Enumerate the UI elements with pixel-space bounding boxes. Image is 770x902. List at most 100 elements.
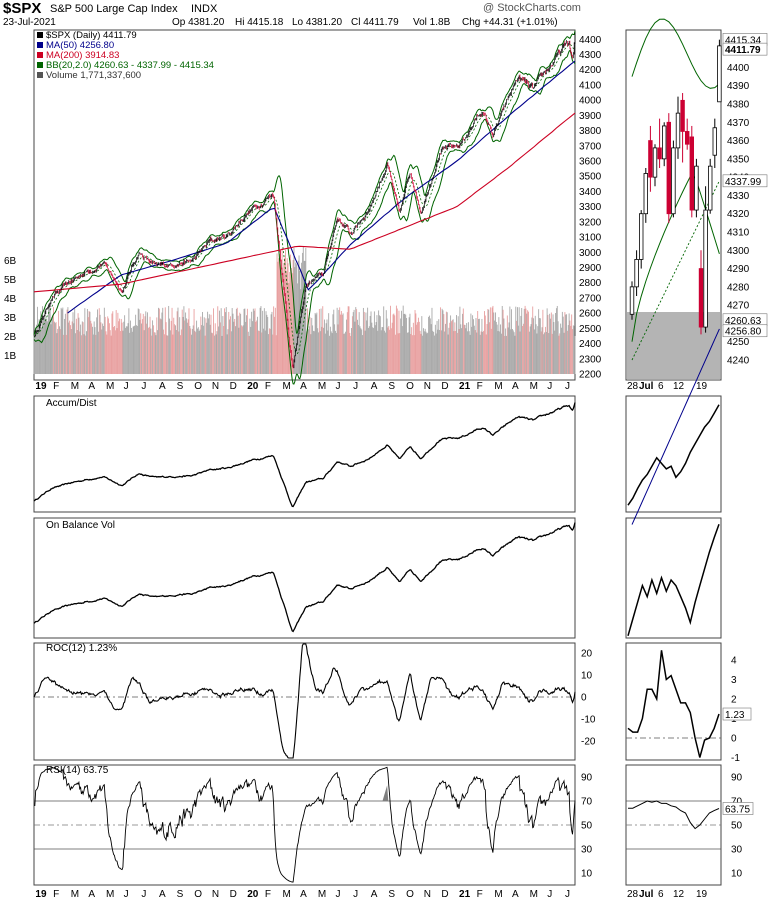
volume-tick-label: 4B [4,294,17,305]
inset-price-tick: 4270 [727,301,750,312]
volume-bar [211,332,213,374]
month-label-top: J [353,381,358,392]
volume-bar [544,326,546,374]
volume-bar [120,318,122,374]
volume-bar [113,327,115,374]
volume-bar [47,306,49,374]
volume-bar [484,315,486,374]
volume-bar [544,332,546,374]
legend-price-swatch [37,32,43,38]
volume-bar [522,326,524,374]
volume-bar [444,331,446,374]
roc-tick-label: 0 [581,693,587,704]
volume-bar [157,330,159,374]
volume-bar [358,312,360,374]
volume-bar [377,330,379,374]
volume-bar [508,322,510,374]
volume-bar [265,311,267,374]
volume-bar [367,307,369,374]
month-label-bottom: O [194,889,202,900]
price-tick-label: 4400 [579,35,602,46]
volume-bar [517,325,519,374]
volume-bar [330,331,332,374]
month-label-bottom: N [212,889,219,900]
volume-bar [241,325,242,374]
month-label-top: A [512,381,519,392]
volume-bar [380,330,382,374]
month-label-bottom: A [88,889,95,900]
volume-bar [191,328,193,374]
month-label-top: J [141,381,146,392]
volume-bar [442,310,444,374]
month-label-top: S [177,381,184,392]
month-label-bottom: M [318,889,326,900]
volume-bar [368,327,369,374]
volume-bar [329,335,330,374]
inset-roc-tick: 3 [731,675,737,686]
month-label-bottom: J [353,889,358,900]
volume-bar [443,314,445,374]
price-tick-label: 4000 [579,96,602,107]
volume-bar [47,321,49,374]
volume-bar [43,315,45,374]
volume-bar [272,334,274,374]
volume-bar [125,326,127,374]
month-label-top: F [477,381,483,392]
ma50-line [67,60,576,314]
volume-bar [447,334,449,374]
volume-bar [515,306,517,374]
volume-bar [201,325,203,374]
price-tick-label: 4200 [579,65,602,76]
legend-ma50-label: MA(50) 4256.80 [46,40,114,51]
volume-bar [472,315,474,374]
volume-bar [42,318,44,374]
volume-bar [311,317,313,374]
volume-bar [511,309,513,374]
price-inset-frame [625,29,722,381]
month-label-bottom: J [124,889,129,900]
volume-bar [431,307,433,374]
volume-bar [489,307,491,374]
volume-bar [500,324,501,374]
volume-bar [170,320,172,374]
volume-bar [304,260,306,374]
volume-bar [205,318,207,374]
volume-bar [419,330,421,374]
volume-bar [235,308,237,374]
volume-bar [412,335,413,374]
volume-bar [534,315,536,374]
inset-candle-body [680,99,685,132]
volume-bar [180,335,181,374]
volume-bar [125,327,126,374]
volume-bar [417,322,419,374]
volume-bar [222,316,224,374]
month-label-top: M [71,381,79,392]
inset-price-tick: 4390 [727,81,750,92]
month-label-top: 19 [35,381,47,392]
month-label-bottom: 21 [459,889,471,900]
volume-bar [429,318,431,374]
volume-bar [77,313,79,374]
volume-bar [197,328,198,374]
month-label-bottom: D [230,889,237,900]
volume-bar [73,323,75,374]
roc-inset-frame [625,642,722,761]
volume-bar [489,322,490,374]
volume-bar [128,308,130,374]
volume-bar [538,309,540,374]
volume-bar [519,331,521,374]
volume-bar [501,305,503,374]
volume-bar [89,311,91,374]
volume-bar [434,335,435,374]
volume-bar [292,259,294,374]
inset-candle-body [712,127,717,156]
volume-bar [59,329,61,374]
price-tick-label: 3700 [579,141,602,152]
bb-middle-line [33,43,576,354]
volume-bar [241,326,243,374]
month-label-top: J [335,381,340,392]
month-label-top: S [388,381,395,392]
volume-bar [394,315,396,374]
volume-bar [337,324,339,374]
volume-bar [164,307,166,374]
